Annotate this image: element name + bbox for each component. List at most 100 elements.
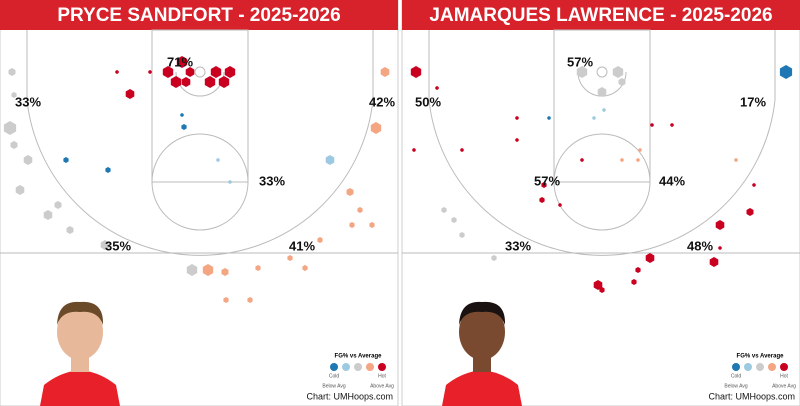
shot-hex: [515, 138, 519, 142]
shot-hex: [170, 76, 182, 88]
zone-percentage: 35%: [105, 238, 131, 253]
legend-swatch: [378, 363, 386, 371]
shot-hex: [734, 158, 738, 162]
shot-hex: [3, 121, 17, 135]
shot-hex: [66, 226, 74, 234]
legend-swatch: [354, 363, 362, 371]
shot-hex: [592, 116, 596, 120]
rim: [596, 66, 608, 78]
shot-hex: [410, 66, 422, 78]
shot-hex: [224, 66, 236, 78]
panel: JAMARQUES LAWRENCE - 2025-2026 57% 50% 17% 5…: [401, 0, 800, 406]
legend-swatch: [342, 363, 350, 371]
head: [459, 304, 505, 360]
zone-percentage: 57%: [534, 173, 560, 188]
legend-title: FG% vs Average: [335, 354, 383, 360]
shot-hex: [779, 65, 793, 79]
title-bar: [402, 0, 800, 30]
legend: FG% vs Average Cold Hot Below Avg Above Avg: [724, 354, 796, 390]
shot-hex: [204, 76, 216, 88]
shot-hex: [670, 123, 674, 127]
shot-hex: [218, 76, 230, 88]
three-point-line: [26, 30, 374, 256]
shot-hex: [746, 208, 754, 216]
zone-percentage: 41%: [289, 238, 315, 253]
zone-percentage: 50%: [415, 94, 441, 109]
shot-hex: [247, 297, 253, 303]
legend-swatch: [768, 363, 776, 371]
head: [57, 304, 103, 360]
rim: [194, 66, 206, 78]
shot-hex: [317, 237, 323, 243]
zone-percentage: 48%: [687, 238, 713, 253]
shot-hex: [162, 66, 174, 78]
shot-hex: [255, 265, 261, 271]
shot-hex: [202, 264, 214, 276]
shot-hex: [459, 232, 465, 238]
shot-hex: [645, 253, 655, 263]
shot-hex: [576, 66, 588, 78]
legend-above: Above Avg: [370, 383, 394, 389]
shot-hex: [593, 280, 603, 290]
credit: Chart: UMHoops.com: [306, 391, 393, 401]
shot-hex: [10, 141, 18, 149]
legend-below: Below Avg: [724, 383, 747, 389]
shot-hex: [181, 77, 191, 87]
shot-hex: [612, 66, 624, 78]
shot-hex: [181, 124, 187, 130]
shot-hex: [216, 158, 220, 162]
shot-hex: [11, 92, 17, 98]
zone-percentage: 42%: [369, 94, 395, 109]
shot-hex: [638, 148, 642, 152]
hair: [459, 301, 506, 325]
shot-hex: [8, 68, 16, 76]
legend-swatch: [732, 363, 740, 371]
legend-swatch: [366, 363, 374, 371]
shot-hex: [597, 87, 607, 97]
zone-percentage: 44%: [659, 173, 685, 188]
shot-hex: [346, 188, 354, 196]
shot-hex: [541, 182, 547, 188]
shot-hex: [115, 70, 119, 74]
shot-hex: [599, 287, 605, 293]
shot-hex: [100, 240, 110, 250]
shot-hex: [186, 264, 198, 276]
shot-hex: [715, 220, 725, 230]
legend: FG% vs Average Cold Hot Below Avg Above Avg: [322, 354, 394, 390]
free-throw-circle: [151, 133, 249, 231]
shot-hex: [221, 268, 229, 276]
legend-hot: Hot: [378, 373, 386, 379]
legend-cold: Cold: [731, 373, 742, 379]
shot-hex: [635, 267, 641, 273]
legend-swatch: [330, 363, 338, 371]
title-bar: [0, 0, 398, 30]
shot-hex: [369, 222, 375, 228]
shot-hex: [357, 207, 363, 213]
hair: [57, 301, 104, 325]
shot-hex: [412, 148, 416, 152]
jersey: [40, 370, 120, 406]
shot-hex: [54, 201, 62, 209]
shot-hex: [620, 158, 624, 162]
shot-hex: [105, 167, 111, 173]
legend-above: Above Avg: [772, 383, 796, 389]
zone-percentage: 17%: [740, 94, 766, 109]
shot-hex: [752, 183, 756, 187]
shot-hex: [287, 255, 293, 261]
player-photo: [442, 301, 522, 406]
shot-hex: [636, 158, 640, 162]
legend-cold: Cold: [329, 373, 340, 379]
zone-percentage: 71%: [167, 54, 193, 69]
zone-percentage: 33%: [15, 94, 41, 109]
shot-hex: [558, 203, 562, 207]
legend-below: Below Avg: [322, 383, 345, 389]
panel-title: JAMARQUES LAWRENCE - 2025-2026: [429, 5, 772, 26]
shot-hex: [325, 155, 335, 165]
shot-hex: [580, 158, 584, 162]
shot-hex: [176, 56, 188, 68]
legend-swatch: [756, 363, 764, 371]
shot-hex: [15, 185, 25, 195]
shot-hex: [435, 86, 439, 90]
